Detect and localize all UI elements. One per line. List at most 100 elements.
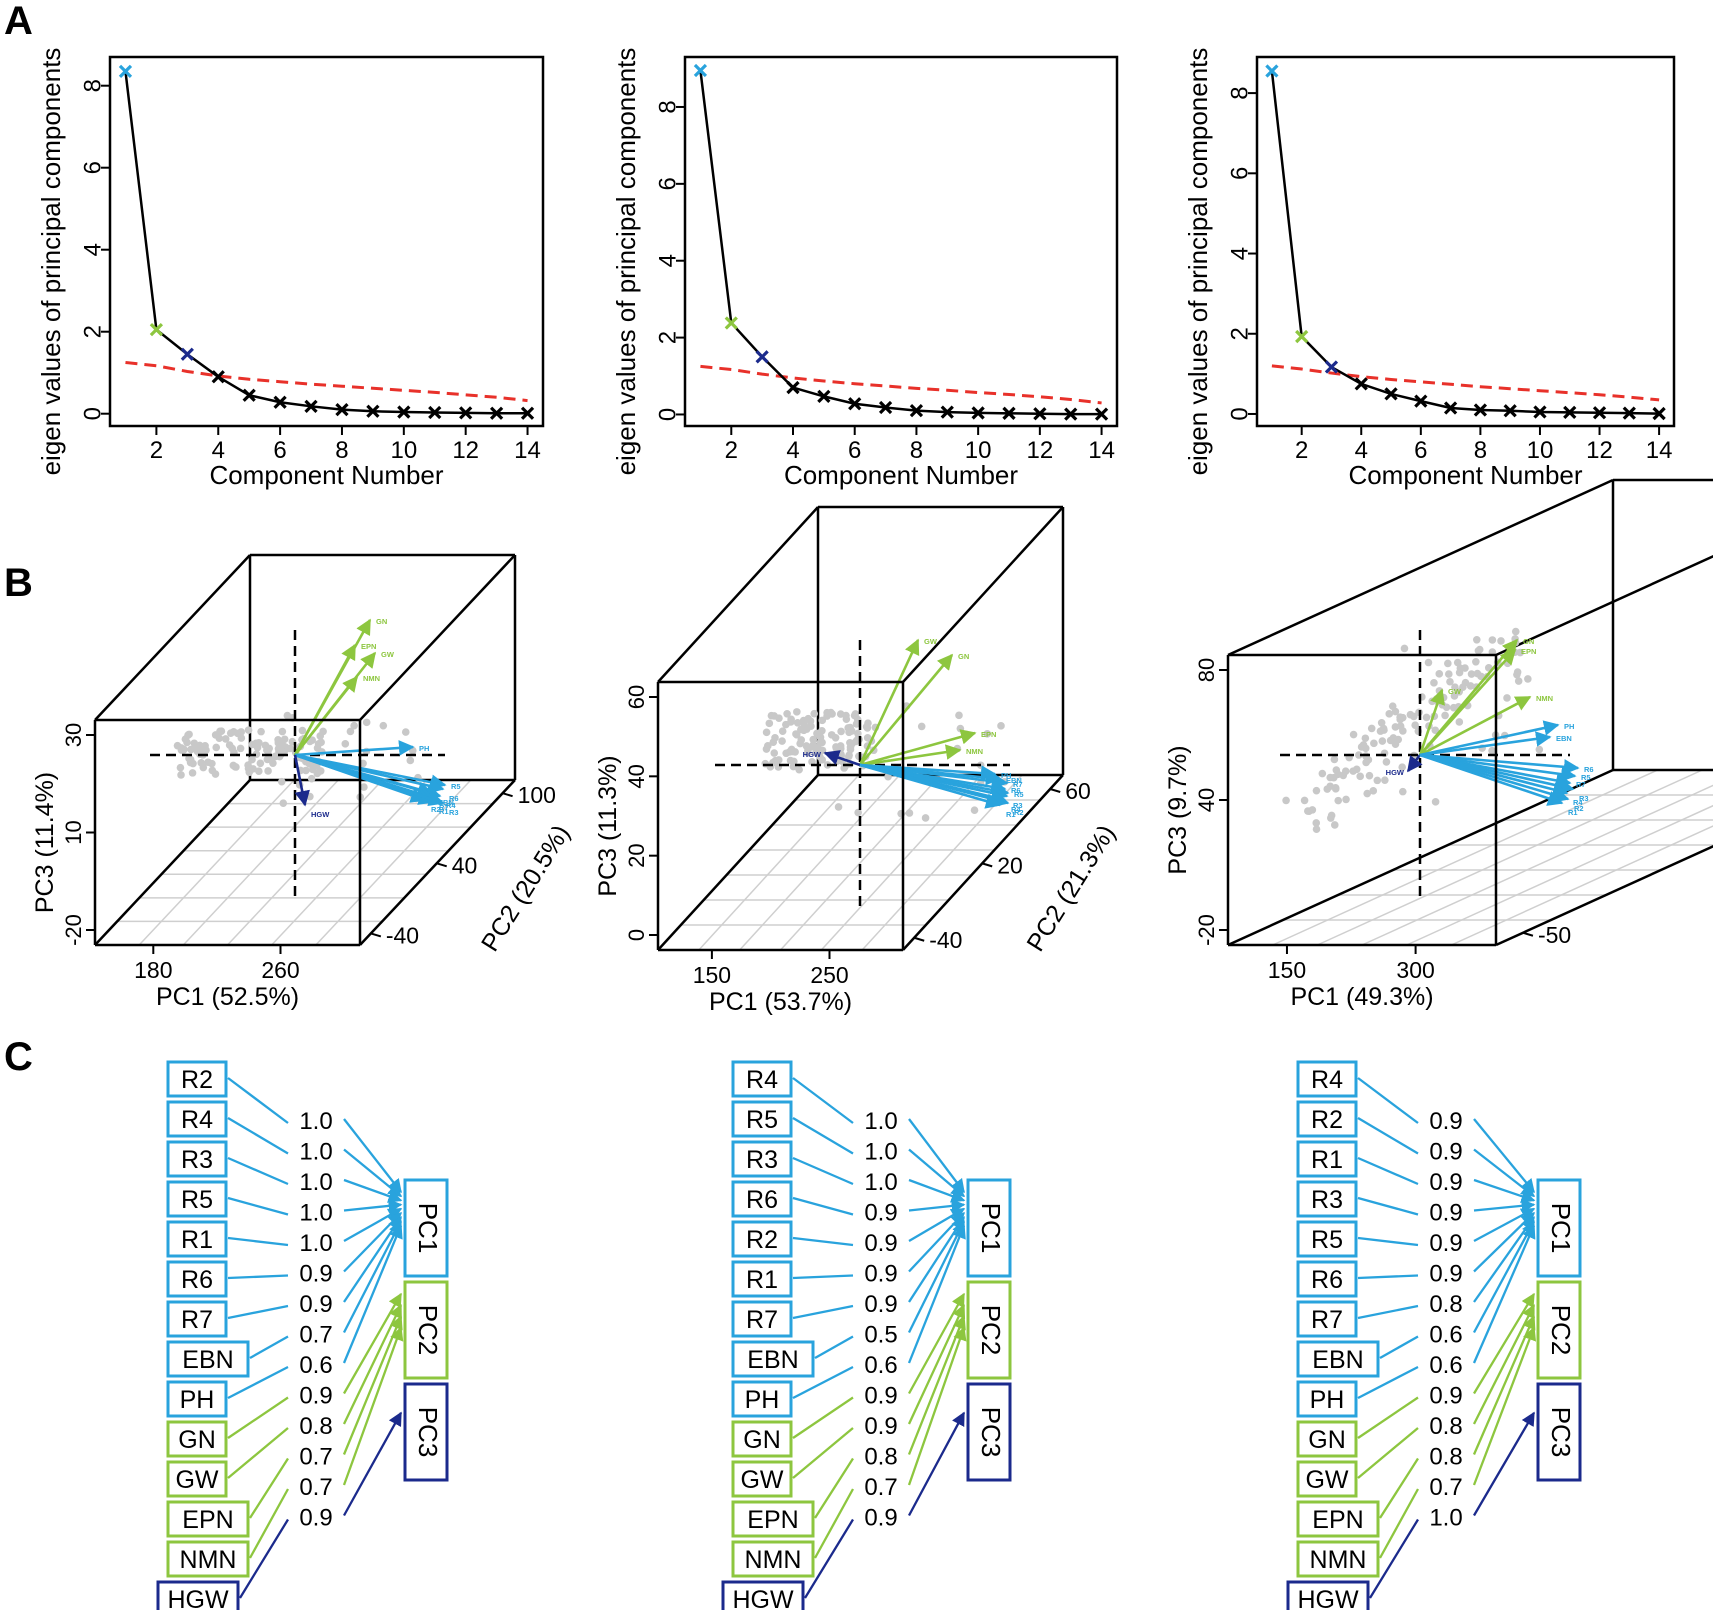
observation-point <box>362 718 371 727</box>
component-label: PC3 <box>976 1407 1006 1458</box>
x-tick-label: 8 <box>335 437 348 464</box>
trait-label: EBN <box>747 1346 798 1374</box>
observation-point <box>1349 730 1358 739</box>
observation-point <box>1326 782 1334 791</box>
x-tick-label: 10 <box>965 437 992 464</box>
eigenvalue-point <box>180 347 194 361</box>
loading-value: 0.9 <box>864 1291 897 1318</box>
connector-line <box>227 1236 289 1247</box>
component-box <box>966 1280 1012 1380</box>
trait-box <box>156 1580 240 1610</box>
trait-box <box>1296 1340 1380 1378</box>
depth-tick-label: -50 <box>1538 922 1571 948</box>
floor-grid-line <box>698 774 860 951</box>
connector-line <box>1357 1304 1419 1320</box>
observation-point <box>1282 796 1290 805</box>
loading-value: 0.5 <box>864 1322 897 1349</box>
observation-point <box>1342 795 1350 804</box>
loading-vector <box>1419 648 1517 756</box>
observation-point <box>1453 658 1462 667</box>
x-tick-label: 12 <box>452 437 479 464</box>
connector-line <box>792 1236 854 1247</box>
x-tick-label: 150 <box>1268 957 1306 983</box>
observation-point <box>379 721 388 730</box>
connector-line <box>1357 1365 1419 1400</box>
component-label: PC2 <box>1546 1305 1576 1356</box>
connector-line <box>1378 1488 1420 1559</box>
observation-point <box>406 756 415 765</box>
observation-point <box>1524 675 1532 683</box>
trait-label: R2 <box>181 1066 213 1094</box>
loading-arrow <box>343 1118 402 1194</box>
observation-point <box>226 729 235 737</box>
depth-tick <box>1049 788 1061 793</box>
loading-arrow <box>342 1224 403 1364</box>
observation-point <box>264 767 272 775</box>
loading-value: 0.9 <box>299 1261 332 1288</box>
connector-line <box>792 1274 854 1280</box>
threshold-line <box>125 360 528 403</box>
eigenvalue-point <box>1503 404 1517 418</box>
trait-box <box>166 1300 228 1338</box>
y-tick-label: 40 <box>624 764 649 788</box>
observation-point <box>341 740 350 748</box>
observation-point <box>762 728 771 737</box>
loading-arrow <box>908 1211 965 1273</box>
trait-box <box>166 1100 228 1138</box>
observation-point <box>1472 658 1480 666</box>
observation-point <box>917 722 926 731</box>
x-tick-label: 150 <box>693 962 731 988</box>
trait-label: R7 <box>181 1306 213 1334</box>
eigenvalue-point <box>1652 406 1666 421</box>
y-tick-label: 30 <box>61 723 86 747</box>
loading-arrow <box>343 1216 402 1303</box>
observation-point <box>1455 668 1464 677</box>
y-tick-label: 4 <box>79 243 106 256</box>
observation-point <box>360 783 368 791</box>
trait-box <box>166 1380 228 1418</box>
loading-label: R1 <box>439 807 449 816</box>
loading-arrow <box>1472 1224 1536 1364</box>
eigenvalue-point <box>428 405 442 420</box>
observation-point <box>1369 787 1378 795</box>
observation-point <box>401 728 410 736</box>
observation-point <box>778 737 786 745</box>
eigenvalue-point <box>1324 360 1339 374</box>
x-tick-label: 6 <box>848 437 861 464</box>
observation-point <box>1513 670 1521 679</box>
observation-point <box>1455 718 1464 726</box>
loading-value: 0.9 <box>864 1200 897 1227</box>
y-tick-label: 2 <box>1226 327 1253 340</box>
loading-label: R7 <box>1013 780 1023 789</box>
observation-point <box>1444 659 1452 668</box>
box-edge <box>1495 554 1713 657</box>
observation-point <box>1373 776 1382 785</box>
observation-point <box>1361 734 1370 743</box>
observation-point <box>810 709 819 718</box>
observation-point <box>921 814 930 822</box>
x-axis-label: Component Number <box>1348 460 1582 490</box>
observation-point <box>187 745 195 754</box>
eigenvalue-point <box>242 388 256 402</box>
trait-label: PH <box>1310 1386 1345 1414</box>
observation-point <box>1361 744 1370 753</box>
loading-value: 0.8 <box>1429 1291 1462 1318</box>
trait-label: R4 <box>746 1066 778 1094</box>
connector-line <box>792 1396 854 1439</box>
loading-label: NMN <box>1536 694 1553 703</box>
observation-point <box>1411 721 1419 729</box>
floor-grid-line <box>1451 825 1713 946</box>
eigenvalue-point <box>366 404 380 418</box>
observation-point <box>1330 821 1339 829</box>
eigenvalue-point <box>1592 406 1607 420</box>
loading-label: GW <box>924 637 938 646</box>
observation-point <box>1398 713 1407 722</box>
y-tick-label: 10 <box>61 820 86 844</box>
loading-vector <box>1419 753 1580 775</box>
y-axis-label: eigen values of principal components <box>1183 48 1213 476</box>
connector-line <box>804 1518 854 1599</box>
floor-grid-line <box>1406 804 1713 946</box>
observation-point <box>1370 739 1378 748</box>
observation-point <box>828 710 836 718</box>
